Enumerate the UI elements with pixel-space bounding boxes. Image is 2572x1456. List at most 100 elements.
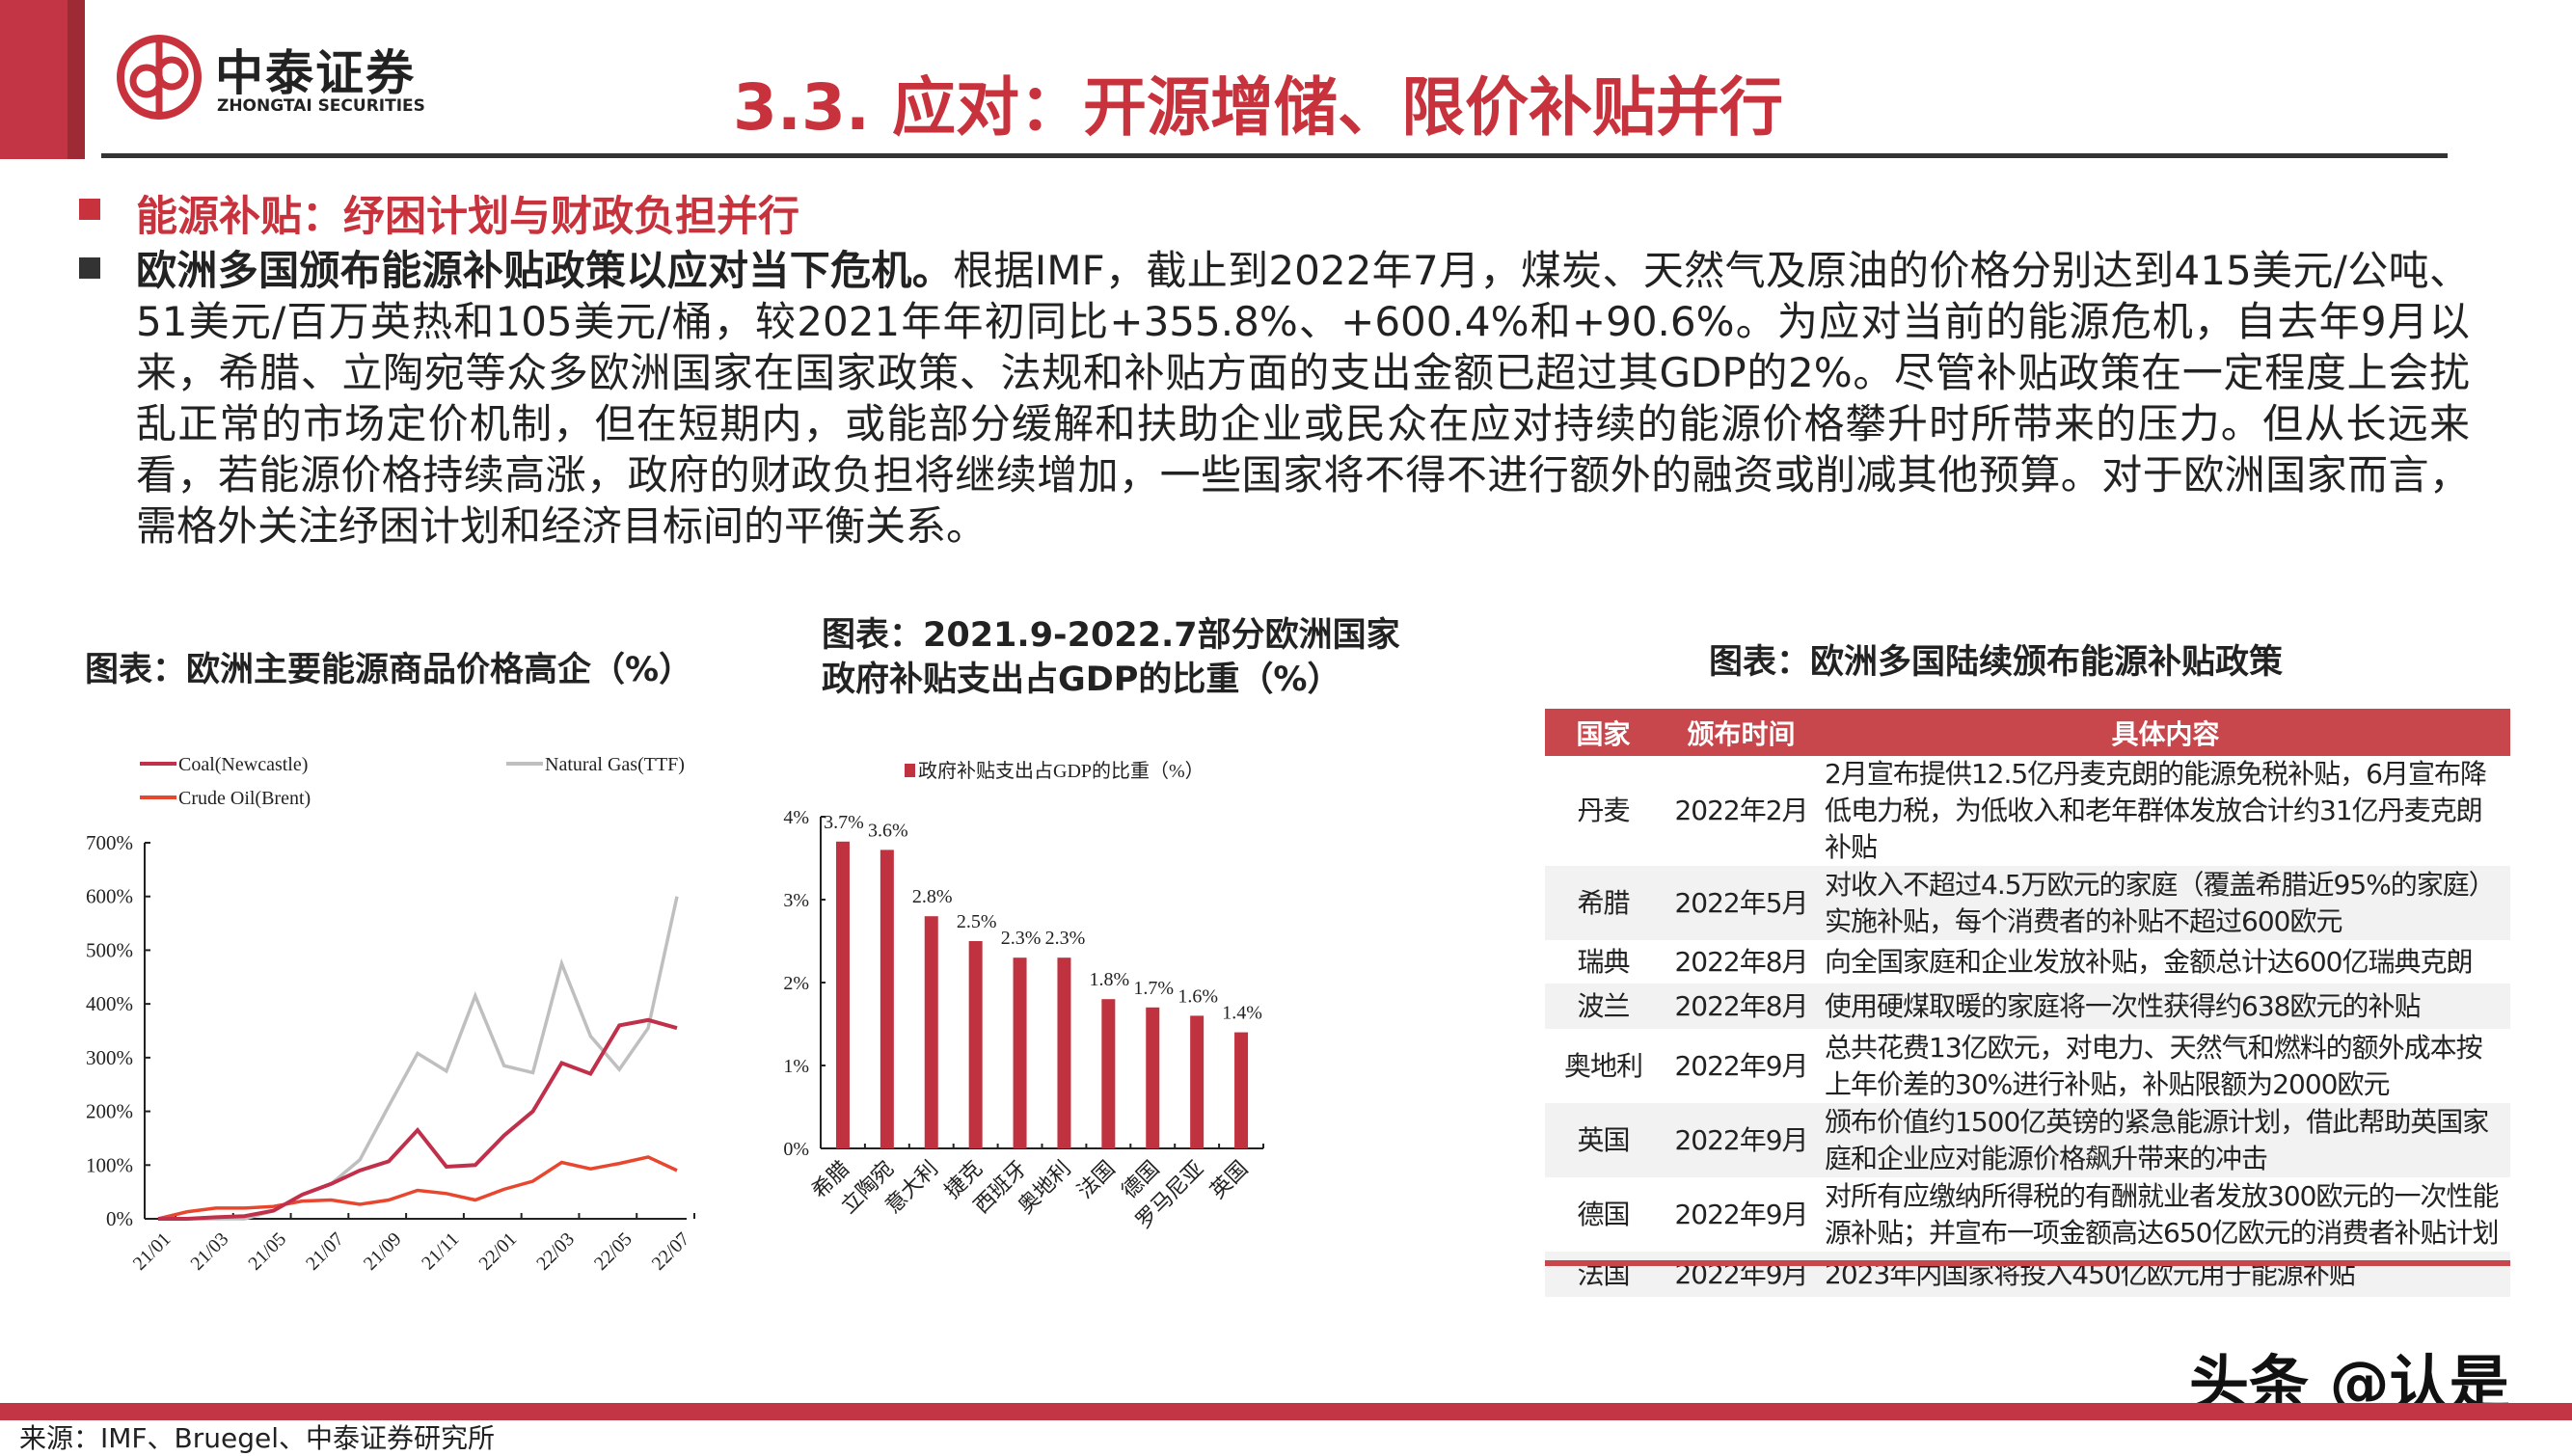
table-row: 丹麦 2022年2月 2月宣布提供12.5亿丹麦克朗的能源免税补贴，6月宣布降低电力… <box>1545 756 2510 866</box>
cell-date: 2022年8月 <box>1674 945 1808 978</box>
cell-content: 使用硬煤取暖的家庭将一次性获得约638欧元的补贴 <box>1821 984 2510 1029</box>
series-line-1 <box>158 896 679 1221</box>
bar <box>835 841 850 1148</box>
x-tick-label: 21/01 <box>129 1228 176 1275</box>
legend-label: Natural Gas(TTF) <box>545 754 685 775</box>
body-lead: 欧洲多国颁布能源补贴政策以应对当下危机。 <box>136 247 954 294</box>
x-tick-label: 法国 <box>1072 1156 1120 1203</box>
table-row: 奥地利 2022年9月 总共花费13亿欧元，对电力、天然气和燃料的额外成本按上年价差… <box>1545 1029 2510 1103</box>
body-paragraph: 欧洲多国颁布能源补贴政策以应对当下危机。根据IMF，截止到2022年7月，煤炭、… <box>136 245 2470 552</box>
logo-text-cn: 中泰证券 <box>215 45 416 101</box>
data-label: 1.6% <box>1178 985 1218 1007</box>
chart2-title-line1: 图表：2021.9-2022.7部分欧洲国家 <box>822 616 1400 655</box>
table-row: 希腊 2022年5月 对收入不超过4.5万欧元的家庭（覆盖希腊近95%的家庭）实施补… <box>1545 866 2510 940</box>
cell-date: 2022年9月 <box>1674 1198 1808 1230</box>
logo-text-en: ZHONGTAI SECURITIES <box>217 96 425 116</box>
y-tick-label: 300% <box>86 1046 133 1069</box>
cell-content: 2月宣布提供12.5亿丹麦克朗的能源免税补贴，6月宣布降低电力税，为低收入和老年… <box>1825 758 2487 863</box>
col-header-date: 颁布时间 <box>1662 709 1821 756</box>
data-label: 2.8% <box>912 886 953 907</box>
cell-date: 2022年8月 <box>1662 984 1821 1029</box>
table-header-row: 国家 颁布时间 具体内容 <box>1545 709 2510 756</box>
x-tick-label: 21/07 <box>302 1228 348 1275</box>
y-tick-label: 700% <box>86 831 133 854</box>
col-header-content: 具体内容 <box>1821 709 2510 756</box>
x-tick-label: 英国 <box>1205 1156 1253 1203</box>
x-tick-label: 21/03 <box>187 1228 233 1275</box>
header-red-bar-dark <box>68 0 85 159</box>
bar <box>880 849 894 1148</box>
logo-emblem-icon <box>117 35 202 120</box>
y-tick-label: 200% <box>86 1100 133 1123</box>
cell-date: 2022年9月 <box>1662 1103 1821 1177</box>
x-tick-label: 22/05 <box>590 1228 636 1275</box>
header-red-bar <box>0 0 68 159</box>
table-row: 德国 2022年9月 对所有应缴纳所得税的有酬就业者发放300欧元的一次性能源补贴；… <box>1545 1177 2510 1252</box>
cell-content: 向全国家庭和企业发放补贴，金额总计达600亿瑞典克朗 <box>1825 945 2473 978</box>
y-tick-label: 100% <box>86 1153 133 1176</box>
cell-date: 2022年9月 <box>1674 1049 1808 1082</box>
table-row: 波兰 2022年8月 使用硬煤取暖的家庭将一次性获得约638欧元的补贴 <box>1545 984 2510 1029</box>
cell-country: 丹麦 <box>1577 795 1630 826</box>
y-tick-label: 500% <box>86 938 133 961</box>
cell-country: 英国 <box>1545 1103 1662 1177</box>
cell-content: 2023年内国家将投入450亿欧元用于能源补贴 <box>1821 1252 2510 1297</box>
bar <box>1057 957 1071 1148</box>
bullet-square-icon <box>79 257 100 279</box>
subsidy-policy-table: 国家 颁布时间 具体内容 丹麦 2022年2月 2月宣布提供12.5亿丹麦克朗的能源… <box>1545 709 2510 1297</box>
x-tick-label: 22/07 <box>648 1228 694 1275</box>
x-tick-label: 21/05 <box>244 1228 290 1275</box>
page-title: 3.3. 应对：开源增储、限价补贴并行 <box>733 70 1783 145</box>
data-label: 2.3% <box>1045 928 1086 949</box>
bar <box>1234 1032 1249 1148</box>
data-label: 1.4% <box>1222 1003 1262 1024</box>
data-label: 1.8% <box>1090 969 1130 990</box>
chart2-title: 图表：2021.9-2022.7部分欧洲国家 政府补贴支出占GDP的比重（%） <box>822 613 1400 702</box>
col-header-country: 国家 <box>1545 709 1662 756</box>
bullet-square-icon <box>79 199 100 220</box>
section-subheading: 能源补贴：纾困计划与财政负担并行 <box>136 193 799 241</box>
cell-content: 颁布价值约1500亿英镑的紧急能源计划，借此帮助英国家庭和企业应对能源价格飙升带… <box>1821 1103 2510 1177</box>
y-tick-label: 3% <box>783 890 809 911</box>
cell-content: 对所有应缴纳所得税的有酬就业者发放300欧元的一次性能源补贴；并宣布一项金额高达… <box>1825 1179 2499 1249</box>
data-label: 1.7% <box>1133 978 1174 999</box>
cell-content: 对收入不超过4.5万欧元的家庭（覆盖希腊近95%的家庭）实施补贴，每个消费者的补… <box>1821 866 2510 940</box>
cell-country: 希腊 <box>1545 866 1662 940</box>
bar <box>968 941 983 1148</box>
chart2-title-line2: 政府补贴支出占GDP的比重（%） <box>822 661 1341 699</box>
y-tick-label: 4% <box>783 807 809 828</box>
subsidy-gdp-bar-chart: 政府补贴支出占GDP的比重（%）0%1%2%3%4% 3.7%希腊3.6%立陶宛2… <box>783 760 1264 1233</box>
cell-country: 奥地利 <box>1563 1049 1643 1082</box>
series-line-0 <box>158 1017 678 1221</box>
y-tick-label: 0% <box>106 1207 133 1230</box>
header-divider <box>101 153 2448 158</box>
y-tick-label: 400% <box>86 992 133 1015</box>
table-row: 英国 2022年9月 颁布价值约1500亿英镑的紧急能源计划，借此帮助英国家庭和企业… <box>1545 1103 2510 1177</box>
table-row: 法国 2022年9月 2023年内国家将投入450亿欧元用于能源补贴 <box>1545 1252 2510 1297</box>
cell-country: 波兰 <box>1545 984 1662 1029</box>
source-note: 来源：IMF、Bruegel、中泰证券研究所 <box>19 1422 495 1454</box>
bar <box>924 916 938 1148</box>
cell-date: 2022年9月 <box>1662 1252 1821 1297</box>
x-tick-label: 21/11 <box>418 1228 463 1274</box>
company-logo: 中泰证券 ZHONGTAI SECURITIES <box>115 33 462 125</box>
cell-country: 德国 <box>1577 1198 1630 1230</box>
y-tick-label: 600% <box>86 885 133 908</box>
table-bottom-rule <box>1545 1260 2510 1266</box>
y-tick-label: 0% <box>783 1139 809 1160</box>
data-label: 2.3% <box>1001 928 1042 949</box>
data-label: 3.6% <box>868 820 908 841</box>
table-title: 图表：欧洲多国陆续颁布能源补贴政策 <box>1709 643 2284 682</box>
cell-content: 总共花费13亿欧元，对电力、天然气和燃料的额外成本按上年价差的30%进行补贴，补… <box>1825 1031 2483 1100</box>
data-label: 3.7% <box>824 812 864 833</box>
cell-country: 瑞典 <box>1577 945 1630 978</box>
chart1-title: 图表：欧洲主要能源商品价格高企（%） <box>85 651 693 689</box>
legend-swatch <box>905 764 915 777</box>
bar <box>1013 957 1027 1148</box>
y-tick-label: 1% <box>783 1056 809 1077</box>
x-tick-label: 21/09 <box>360 1228 406 1275</box>
bar <box>1146 1007 1160 1148</box>
x-tick-label: 22/03 <box>532 1228 579 1275</box>
y-tick-label: 2% <box>783 973 809 994</box>
x-tick-label: 22/01 <box>474 1228 521 1275</box>
